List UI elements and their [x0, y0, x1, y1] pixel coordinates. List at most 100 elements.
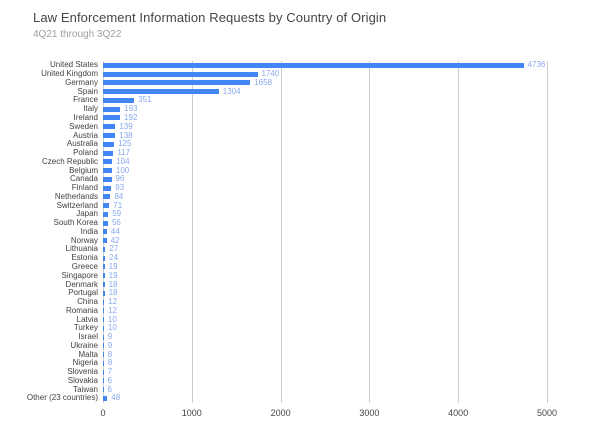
value-label: 1304	[222, 86, 241, 96]
category-label: Israel	[78, 332, 98, 342]
bar-row: France 351	[0, 96, 600, 105]
value-label: 8	[107, 349, 113, 359]
value-label: 44	[110, 226, 120, 236]
bar-track: 138	[103, 131, 547, 140]
bar	[103, 211, 109, 217]
bar	[103, 141, 115, 147]
bar-track: 104	[103, 157, 547, 166]
bar-row: Romania 12	[0, 306, 600, 315]
value-label: 96	[115, 174, 125, 184]
bar	[103, 80, 251, 86]
category-label: United States	[49, 60, 98, 70]
bar-row: Taiwan 6	[0, 385, 600, 394]
x-tick-label: 4000	[448, 408, 469, 418]
bar-row: Estonia 24	[0, 254, 600, 263]
category-label: Portugal	[68, 288, 98, 298]
bar-track: 1658	[103, 77, 547, 88]
value-label: 100	[115, 165, 130, 175]
bar-row: Belgium 100	[0, 166, 600, 175]
category-label: Other (23 countries)	[26, 393, 98, 403]
bar-row: Czech Republic 104	[0, 157, 600, 166]
bar	[103, 352, 104, 358]
bar-row: United Kingdom 1740	[0, 70, 600, 79]
value-label: 10	[107, 314, 117, 324]
chart-subtitle: 4Q21 through 3Q22	[33, 29, 122, 40]
category-label: China	[77, 297, 98, 307]
bar-track: 71	[103, 201, 547, 210]
bar-row: Norway 42	[0, 236, 600, 245]
category-label: Australia	[66, 139, 98, 149]
category-label: Lithuania	[65, 244, 98, 254]
x-tick-label: 2000	[270, 408, 291, 418]
category-label: Ireland	[73, 112, 98, 122]
x-axis: 0 1000 2000 3000 4000 5000	[100, 408, 557, 422]
category-label: Singapore	[61, 270, 98, 280]
category-label: Finland	[71, 183, 98, 193]
bar-track: 6	[103, 385, 547, 394]
bar-track: 12	[103, 298, 547, 307]
gridline	[547, 61, 548, 403]
bar-row: Finland 93	[0, 184, 600, 193]
value-label: 19	[108, 270, 118, 280]
bar	[103, 238, 107, 244]
category-label: Norway	[70, 235, 98, 245]
category-label: France	[73, 95, 98, 105]
category-label: Spain	[77, 86, 98, 96]
x-tick-label: 3000	[359, 408, 380, 418]
bar	[103, 185, 112, 191]
bar	[103, 299, 105, 305]
bar-row: Sweden 139	[0, 122, 600, 131]
category-label: Netherlands	[54, 191, 98, 201]
bar-track: 1304	[103, 87, 547, 96]
bar-track: 27	[103, 245, 547, 254]
bar	[103, 115, 121, 121]
bar-track: 139	[103, 122, 547, 131]
bar-row: Slovakia 6	[0, 375, 600, 386]
bar	[103, 203, 110, 209]
category-label: Turkey	[73, 323, 98, 333]
value-label: 6	[107, 375, 112, 385]
bar-row: Ukraine 9	[0, 341, 600, 351]
value-label: 6	[107, 384, 112, 394]
bar-track: 44	[103, 226, 547, 237]
bar-row: Netherlands 84	[0, 191, 600, 202]
bar-track: 42	[103, 236, 547, 245]
bar-row: United States 4736	[0, 61, 600, 70]
bar	[103, 159, 113, 165]
bar	[103, 106, 121, 112]
value-label: 104	[116, 156, 130, 166]
value-label: 56	[111, 218, 121, 228]
category-label: Taiwan	[73, 384, 98, 394]
value-label: 1740	[261, 69, 280, 79]
category-label: Denmark	[65, 279, 98, 289]
category-label: Nigeria	[72, 358, 98, 368]
value-label: 192	[124, 112, 138, 122]
bar	[103, 395, 108, 401]
bar	[103, 133, 116, 138]
bar	[103, 246, 106, 252]
bar-row: Malta 8	[0, 350, 600, 359]
bar-row: Nigeria 8	[0, 359, 600, 368]
category-label: Italy	[83, 104, 98, 114]
bar-track: 19	[103, 262, 547, 272]
value-label: 93	[115, 183, 125, 193]
bar-track: 8	[103, 350, 547, 359]
bar-row: Japan 59	[0, 210, 600, 219]
bar-row: Portugal 18	[0, 289, 600, 298]
bar-track: 18	[103, 280, 547, 289]
bar-row: Italy 193	[0, 105, 600, 114]
bar-track: 8	[103, 359, 547, 368]
value-label: 48	[111, 393, 121, 403]
value-label: 84	[114, 191, 124, 201]
category-label: Germany	[65, 77, 98, 87]
category-label: Sweden	[69, 121, 98, 131]
bar	[103, 273, 105, 279]
value-label: 71	[113, 200, 123, 210]
bar-track: 4736	[103, 61, 547, 70]
bar-track: 10	[103, 315, 547, 324]
x-tick-label: 1000	[181, 408, 202, 418]
bar-track: 96	[103, 175, 547, 184]
bar	[103, 176, 112, 182]
value-label: 1658	[254, 77, 273, 87]
gridline	[369, 61, 371, 403]
